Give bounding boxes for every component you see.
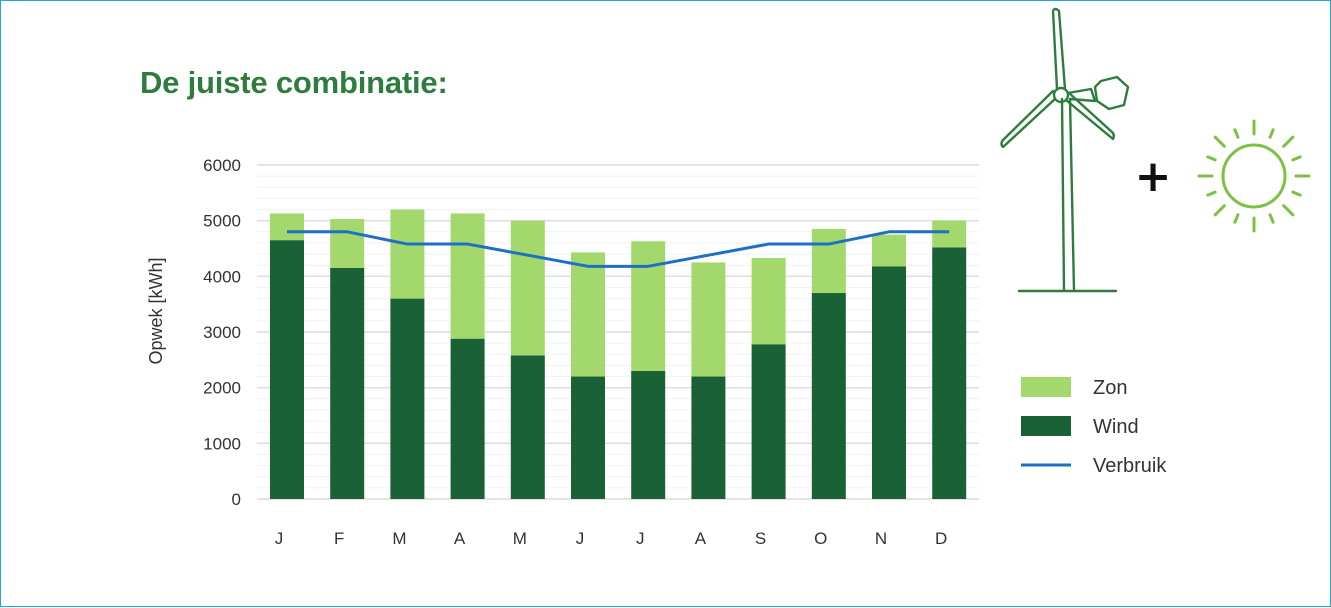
y-tick-label: 0 [232,490,241,509]
bar-wind [932,247,967,499]
sun-ray [1233,213,1240,224]
sun-ray [1291,155,1302,162]
bar-zon [872,234,906,267]
chart-title: De juiste combinatie: [140,65,448,100]
bar-zon [691,262,726,377]
x-tick-label: D [935,529,947,548]
sun-ray [1282,204,1295,217]
sun-icon [1197,119,1311,233]
x-tick-label: A [695,529,707,548]
bar-zon [751,257,786,345]
sun-ray [1206,190,1217,197]
bar-wind [270,240,304,499]
x-tick-label: M [392,529,406,548]
bar-zon [330,218,365,268]
legend-label-verbruik: Verbruik [1093,455,1167,477]
illustration: + [1000,7,1311,293]
bar-wind [450,338,485,499]
bar-wind [631,370,666,499]
bar-zon [510,220,545,356]
bar-zon [390,209,425,299]
bar-wind [691,376,726,499]
legend-label-wind: Wind [1093,416,1139,438]
y-tick-label: 3000 [203,323,241,342]
bar-wind [510,355,545,499]
sun-ray [1213,204,1226,217]
legend: Zon Wind Verbruik [1021,377,1167,477]
bar-zon [270,213,304,241]
y-tick-label: 1000 [203,434,241,453]
y-axis-label: Opwek [kWh] [146,257,166,364]
sun-ray [1213,135,1226,148]
y-axis-ticks: 0 1000 2000 3000 4000 5000 6000 [203,156,241,509]
grid-lines [257,164,979,500]
sun-ray [1206,155,1217,162]
bar-zon [631,241,666,371]
bar-zon [571,252,605,377]
bar-wind [872,266,906,499]
sun-ray [1291,190,1302,197]
bar-wind [571,376,605,499]
legend-swatch-zon [1021,377,1071,397]
y-tick-label: 4000 [203,267,241,286]
bar-zon [932,220,967,248]
sun-ray [1268,128,1275,139]
x-tick-label: J [275,529,284,548]
legend-swatch-wind [1021,416,1071,436]
bars [270,209,967,499]
x-tick-label: S [755,529,766,548]
sun-ray [1268,213,1275,224]
bar-wind [330,267,365,499]
x-tick-label: J [576,529,585,548]
x-tick-label: M [513,529,527,548]
x-tick-label: O [814,529,827,548]
bar-wind [751,344,786,499]
bar-zon [450,213,485,339]
x-tick-label: A [454,529,466,548]
sun-ray [1282,135,1295,148]
x-tick-label: J [636,529,645,548]
y-tick-label: 5000 [203,212,241,231]
bar-zon [811,229,846,294]
plus-sign: + [1135,151,1172,202]
bar-wind [390,298,425,499]
wind-turbine-icon [1000,7,1130,293]
x-tick-label: N [875,529,887,548]
legend-label-zon: Zon [1093,377,1127,399]
y-tick-label: 6000 [203,156,241,175]
series-line-verbruik [287,230,950,268]
x-tick-label: F [334,529,344,548]
bar-wind [811,293,846,499]
sun-ray [1233,128,1240,139]
consumption-line [287,230,950,268]
y-tick-label: 2000 [203,379,241,398]
